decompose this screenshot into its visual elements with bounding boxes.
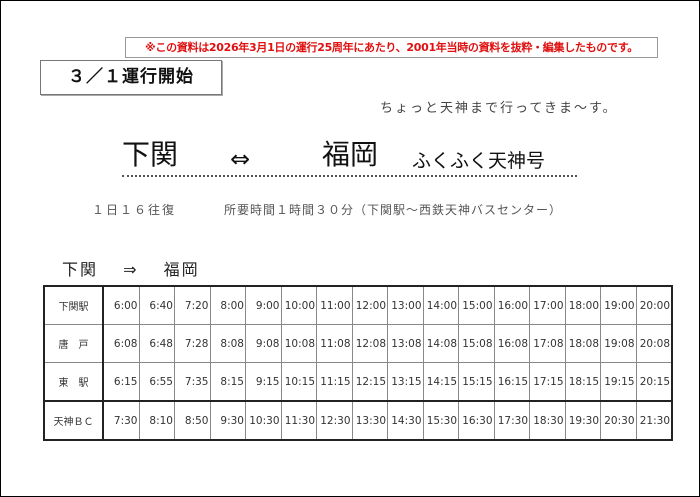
departure-time: 7:28: [174, 324, 211, 363]
departure-time: 11:30: [280, 400, 317, 441]
departure-time: 20:15: [635, 362, 673, 402]
departure-time: 9:30: [209, 400, 246, 441]
departure-time: 15:30: [422, 400, 459, 441]
route-title: 下関 ⇔ 福岡 ふくふく天神号: [122, 138, 577, 177]
departure-time: 6:08: [102, 324, 140, 363]
departure-time: 8:08: [209, 324, 246, 363]
departure-time: 9:00: [245, 285, 282, 325]
departure-time: 14:15: [422, 362, 459, 402]
departure-time: 20:08: [635, 324, 673, 363]
departure-time: 17:15: [529, 362, 566, 402]
departure-time: 13:30: [351, 400, 388, 441]
departure-time: 6:15: [102, 362, 140, 402]
departure-time: 19:08: [600, 324, 637, 363]
departure-time: 19:30: [564, 400, 601, 441]
departure-time: 12:00: [351, 285, 388, 325]
stop-name: 東 駅: [43, 362, 104, 402]
stop-name: 唐 戸: [43, 324, 104, 363]
departure-time: 8:10: [138, 400, 175, 441]
departure-time: 10:08: [280, 324, 317, 363]
departure-time: 15:08: [458, 324, 495, 363]
title-origin: 下関: [122, 138, 179, 171]
timetable-row: 唐 戸 6:08 6:48 7:28 8:08 9:08 10:08 11:08 12:08 13…: [43, 324, 673, 363]
departure-time: 17:08: [529, 324, 566, 363]
departure-time: 6:55: [138, 362, 175, 402]
bidirectional-arrow-icon: ⇔: [230, 145, 251, 173]
departure-time: 13:15: [387, 362, 424, 402]
direction-destination: 福岡: [163, 260, 200, 279]
service-start-label: ３／１運行開始: [40, 60, 222, 95]
departure-time: 9:15: [245, 362, 282, 402]
timetable-row: 天神ＢＣ 7:30 8:10 8:50 9:30 10:30 11:30 12:30 13:30…: [43, 400, 673, 441]
departure-time: 20:30: [600, 400, 637, 441]
frequency-text: １日１６往復: [92, 203, 177, 217]
departure-time: 18:15: [564, 362, 601, 402]
departure-time: 11:08: [316, 324, 353, 363]
service-name: ふくふく天神号: [412, 150, 546, 172]
departure-time: 18:30: [529, 400, 566, 441]
duration-text: 所要時間１時間３０分（下関駅〜西鉄天神バスセンター）: [224, 203, 563, 217]
tagline: ちょっと天神まで行ってきま〜す。: [380, 101, 618, 116]
departure-time: 21:30: [635, 400, 673, 441]
departure-time: 14:30: [387, 400, 424, 441]
departure-time: 18:08: [564, 324, 601, 363]
departure-time: 13:08: [387, 324, 424, 363]
direction-origin: 下関: [62, 260, 99, 279]
departure-time: 12:30: [316, 400, 353, 441]
departure-time: 8:00: [209, 285, 246, 325]
departure-time: 6:40: [138, 285, 175, 325]
timetable-row: 下関駅 6:00 6:40 7:20 8:00 9:00 10:00 11:00 12:00 13…: [43, 285, 673, 325]
departure-time: 17:00: [529, 285, 566, 325]
departure-time: 19:15: [600, 362, 637, 402]
departure-time: 16:08: [493, 324, 530, 363]
departure-time: 7:20: [174, 285, 211, 325]
departure-time: 14:08: [422, 324, 459, 363]
title-destination: 福岡: [322, 138, 379, 171]
departure-time: 17:30: [493, 400, 530, 441]
departure-time: 12:08: [351, 324, 388, 363]
departure-time: 11:00: [316, 285, 353, 325]
departure-time: 10:00: [280, 285, 317, 325]
right-arrow-icon: ⇒: [123, 260, 139, 279]
timetable: 下関駅 6:00 6:40 7:20 8:00 9:00 10:00 11:00 12:00 13…: [43, 285, 673, 441]
departure-time: 11:15: [316, 362, 353, 402]
departure-time: 9:08: [245, 324, 282, 363]
departure-time: 8:50: [174, 400, 211, 441]
stop-name: 下関駅: [43, 285, 104, 325]
departure-time: 19:00: [600, 285, 637, 325]
direction-heading: 下関 ⇒ 福岡: [62, 256, 218, 280]
departure-time: 7:35: [174, 362, 211, 402]
departure-time: 13:00: [387, 285, 424, 325]
departure-time: 15:15: [458, 362, 495, 402]
anniversary-notice: ※この資料は2026年3月1日の運行25周年にあたり、2001年当時の資料を抜粋…: [125, 37, 658, 58]
departure-time: 10:30: [245, 400, 282, 441]
departure-time: 7:30: [102, 400, 140, 441]
departure-time: 20:00: [635, 285, 673, 325]
departure-time: 8:15: [209, 362, 246, 402]
departure-time: 16:15: [493, 362, 530, 402]
departure-time: 16:30: [458, 400, 495, 441]
departure-time: 10:15: [280, 362, 317, 402]
departure-time: 14:00: [422, 285, 459, 325]
timetable-row: 東 駅 6:15 6:55 7:35 8:15 9:15 10:15 11:15 12:15 13…: [43, 362, 673, 402]
departure-time: 12:15: [351, 362, 388, 402]
departure-time: 6:48: [138, 324, 175, 363]
stop-name: 天神ＢＣ: [43, 400, 104, 441]
departure-time: 15:00: [458, 285, 495, 325]
departure-time: 6:00: [102, 285, 140, 325]
departure-time: 18:00: [564, 285, 601, 325]
departure-time: 16:00: [493, 285, 530, 325]
